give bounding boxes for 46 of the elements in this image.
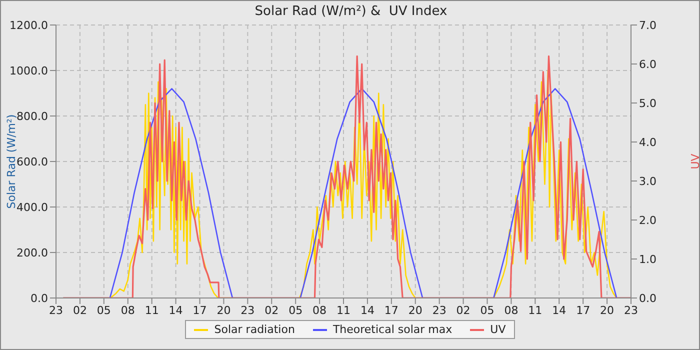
x-tick-label: 14 [360, 304, 374, 317]
x-tick-label: 05 [96, 304, 111, 317]
x-tick-label: 17 [384, 304, 398, 317]
y2-tick-label: 2.0 [639, 214, 656, 227]
y2-tick-label: 4.0 [639, 136, 656, 149]
y-tick-label: 600.0 [16, 155, 48, 168]
y-tick-label: 800.0 [16, 110, 48, 123]
x-tick-label: 17 [576, 304, 590, 317]
x-tick-label: 23 [240, 304, 255, 317]
x-tick-label: 11 [144, 304, 159, 317]
y-tick-label: 200.0 [16, 246, 48, 260]
x-tick-label: 05 [288, 304, 303, 317]
y2-tick-label: 0.0 [639, 292, 656, 305]
y2-tick-label: 7.0 [639, 18, 656, 32]
x-tick-label: 23 [432, 304, 446, 317]
legend-label: UV [489, 323, 506, 336]
y-axis-title: Solar Rad (W/m²) [4, 114, 18, 209]
y2-tick-label: 1.0 [639, 252, 656, 266]
x-tick-label: 08 [504, 304, 518, 317]
y-tick-label: 1000.0 [10, 64, 48, 78]
x-tick-label: 20 [408, 304, 422, 317]
y2-axis-title: UV [688, 153, 700, 170]
x-tick-label: 17 [192, 304, 207, 317]
legend-label: Solar radiation [213, 323, 295, 336]
x-tick-label: 14 [168, 304, 183, 317]
x-tick-label: 02 [456, 304, 470, 317]
x-tick-label: 11 [336, 304, 350, 317]
x-tick-label: 23 [49, 304, 63, 317]
x-tick-label: 08 [312, 304, 327, 317]
y2-tick-label: 3.0 [639, 174, 656, 188]
x-tick-label: 05 [480, 304, 494, 317]
chart-title: Solar Rad (W/m²) & UV Index [254, 4, 448, 19]
y2-tick-label: 5.0 [639, 96, 656, 110]
x-tick-label: 23 [624, 304, 638, 317]
x-tick-label: 02 [72, 304, 87, 317]
y-tick-label: 0.0 [30, 292, 48, 305]
legend-label: Theoretical solar max [332, 323, 452, 336]
x-tick-label: 20 [216, 304, 231, 317]
x-tick-label: 11 [528, 304, 542, 317]
y2-tick-label: 6.0 [639, 58, 656, 71]
x-tick-label: 08 [120, 304, 135, 317]
x-tick-label: 20 [600, 304, 614, 317]
x-tick-label: 14 [552, 304, 566, 317]
y-tick-label: 400.0 [16, 200, 48, 214]
y-tick-label: 1200.0 [10, 18, 48, 32]
x-tick-label: 02 [264, 304, 279, 317]
